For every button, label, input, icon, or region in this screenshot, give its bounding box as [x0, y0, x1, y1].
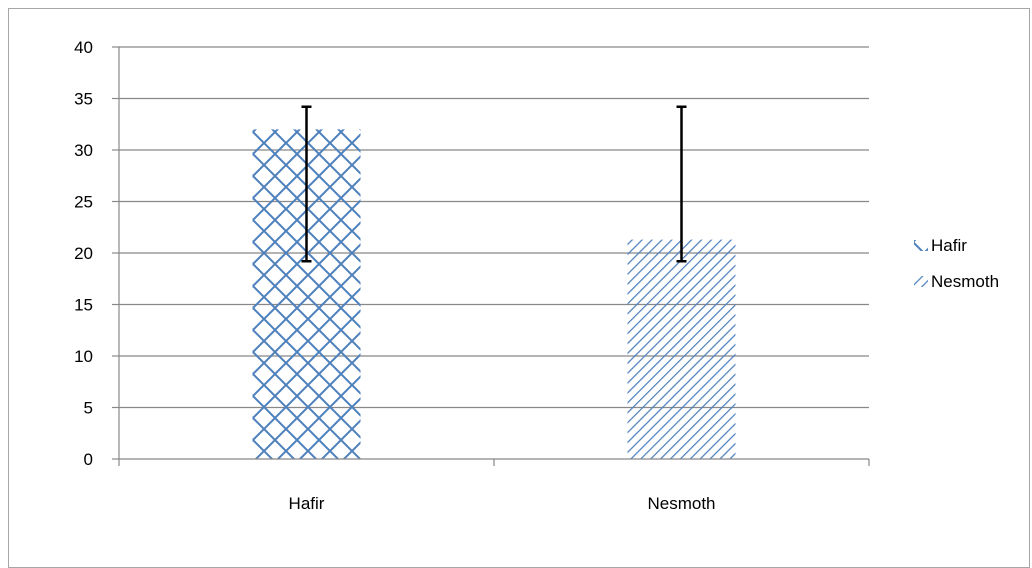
- y-tick-label: 15: [74, 296, 93, 315]
- legend-swatch-nesmoth: [914, 276, 928, 287]
- error-bars: [301, 105, 687, 263]
- y-tick-label: 5: [84, 399, 93, 418]
- x-tick-label: Hafir: [289, 494, 325, 513]
- bar-nesmoth: [627, 239, 736, 459]
- legend-label-nesmoth: Nesmoth: [931, 272, 999, 291]
- y-tick-label: 35: [74, 90, 93, 109]
- gridlines: [119, 46, 869, 409]
- axes: 0 5 10 15 20 25 30 35 40 Hafir Nesmoth: [74, 38, 870, 513]
- y-tick-label: 0: [84, 450, 93, 469]
- y-tick-label: 10: [74, 347, 93, 366]
- x-tick-label: Nesmoth: [647, 494, 715, 513]
- y-tick-label: 20: [74, 244, 93, 263]
- legend: Hafir Nesmoth: [914, 236, 999, 291]
- bars: [252, 129, 736, 459]
- y-tick-label: 30: [74, 141, 93, 160]
- y-tick-label: 40: [74, 38, 93, 57]
- y-tick-label: 25: [74, 193, 93, 212]
- legend-swatch-hafir: [914, 240, 928, 251]
- legend-label-hafir: Hafir: [931, 236, 967, 255]
